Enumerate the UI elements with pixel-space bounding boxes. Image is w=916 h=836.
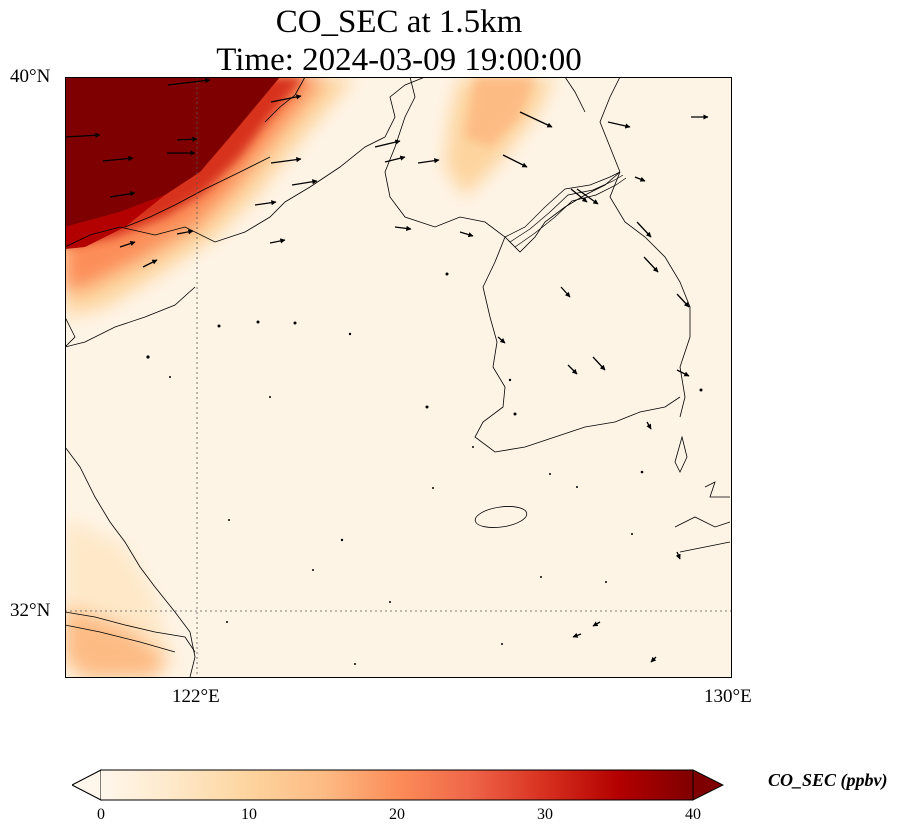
map-title-line2: Time: 2024-03-09 19:00:00 — [216, 42, 582, 78]
border-lines — [504, 171, 627, 248]
lon-label-122e: 122°E — [172, 686, 220, 707]
colorbar-tick-10: 10 — [241, 806, 257, 823]
colorbar-tick-20: 20 — [389, 806, 405, 823]
map-area[interactable] — [65, 77, 731, 677]
colorbar-tick-30: 30 — [537, 806, 553, 823]
lon-label-130e: 130°E — [704, 686, 752, 707]
colorbar — [70, 769, 725, 801]
wind-vectors — [65, 77, 709, 663]
colorbar-label: CO_SEC (ppbv) — [768, 770, 888, 790]
colorbar-tick-0: 0 — [97, 806, 105, 823]
colorbar-tick-40: 40 — [685, 806, 701, 823]
wind-vector-dots — [146, 272, 703, 665]
coastlines — [65, 77, 731, 677]
map-canvas — [65, 77, 731, 677]
co-plume-northwest — [65, 77, 355, 317]
co-plume-northeast — [445, 77, 555, 197]
lat-label-40n: 40°N — [10, 66, 51, 87]
lat-label-32n: 32°N — [10, 600, 51, 621]
map-title-line1: CO_SEC at 1.5km — [275, 4, 523, 40]
co-plume-southwest — [65, 517, 175, 677]
gridlines — [65, 77, 731, 677]
